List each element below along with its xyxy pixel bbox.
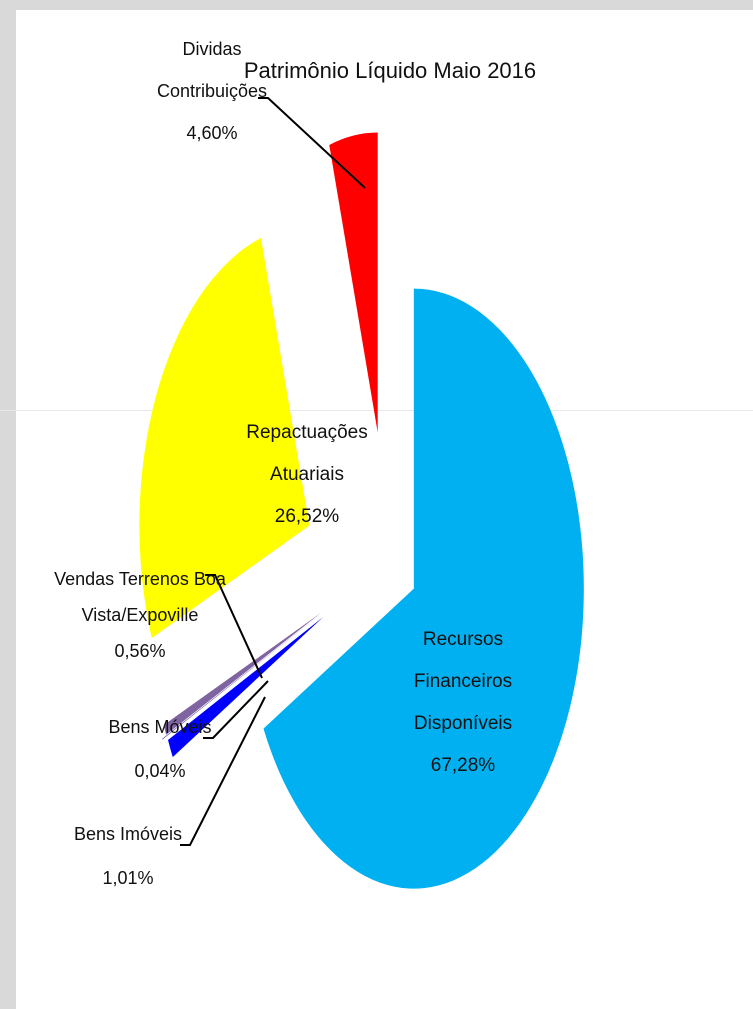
value-label-vendas-terrenos: 0,56% — [114, 641, 165, 661]
pie-slice-repactuacoes — [139, 237, 310, 639]
pie-slice-bens-moveis — [162, 616, 318, 740]
pie-slice-recursos — [263, 288, 584, 889]
chart-title: Patrimônio Líquido Maio 2016 — [244, 58, 536, 83]
leader-line-dividas — [258, 97, 366, 189]
leader-line-vendas-terrenos — [205, 574, 263, 679]
category-label-vendas-terrenos: Vista/Expoville — [82, 605, 199, 625]
category-label-bens-imoveis: Bens Imóveis — [74, 824, 182, 844]
category-label-vendas-terrenos: Vendas Terrenos Boa — [54, 569, 227, 589]
value-label-recursos: 67,28% — [431, 755, 496, 776]
data-label-vendas-terrenos: Vendas Terrenos Boa Vista/Expoville 0,56% — [54, 569, 227, 661]
leader-line-bens-moveis — [203, 680, 269, 739]
pie-slice-bens-imoveis — [168, 617, 324, 758]
value-label-bens-moveis: 0,04% — [134, 761, 185, 781]
pie-slice-vendas-terrenos — [163, 612, 322, 735]
data-label-bens-moveis: Bens Móveis 0,04% — [108, 717, 211, 781]
value-label-bens-imoveis: 1,01% — [102, 868, 153, 888]
pie-slice-dividas — [329, 132, 378, 433]
category-label-dividas: Dividas — [182, 39, 241, 59]
category-label-repactuacoes: Repactuações — [246, 422, 367, 443]
data-label-repactuacoes: Repactuações Atuariais 26,52% — [246, 422, 367, 527]
data-label-bens-imoveis: Bens Imóveis 1,01% — [74, 824, 182, 888]
category-label-dividas: Contribuições — [157, 81, 267, 101]
category-label-recursos: Recursos — [423, 629, 503, 650]
category-label-repactuacoes: Atuariais — [270, 464, 344, 485]
leader-line-bens-imoveis — [180, 696, 266, 846]
value-label-repactuacoes: 26,52% — [275, 506, 340, 527]
category-label-recursos: Financeiros — [414, 671, 512, 692]
data-label-dividas: Dividas Contribuições 4,60% — [157, 39, 267, 143]
top-border — [0, 0, 753, 10]
category-label-recursos: Disponíveis — [414, 713, 512, 734]
data-label-recursos: Recursos Financeiros Disponíveis 67,28% — [414, 629, 512, 776]
value-label-dividas: 4,60% — [186, 123, 237, 143]
category-label-bens-moveis: Bens Móveis — [108, 717, 211, 737]
